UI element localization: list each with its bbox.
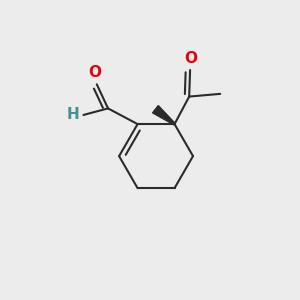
Text: H: H xyxy=(67,107,79,122)
Text: O: O xyxy=(184,51,197,66)
Text: O: O xyxy=(88,65,101,80)
Polygon shape xyxy=(153,106,175,125)
